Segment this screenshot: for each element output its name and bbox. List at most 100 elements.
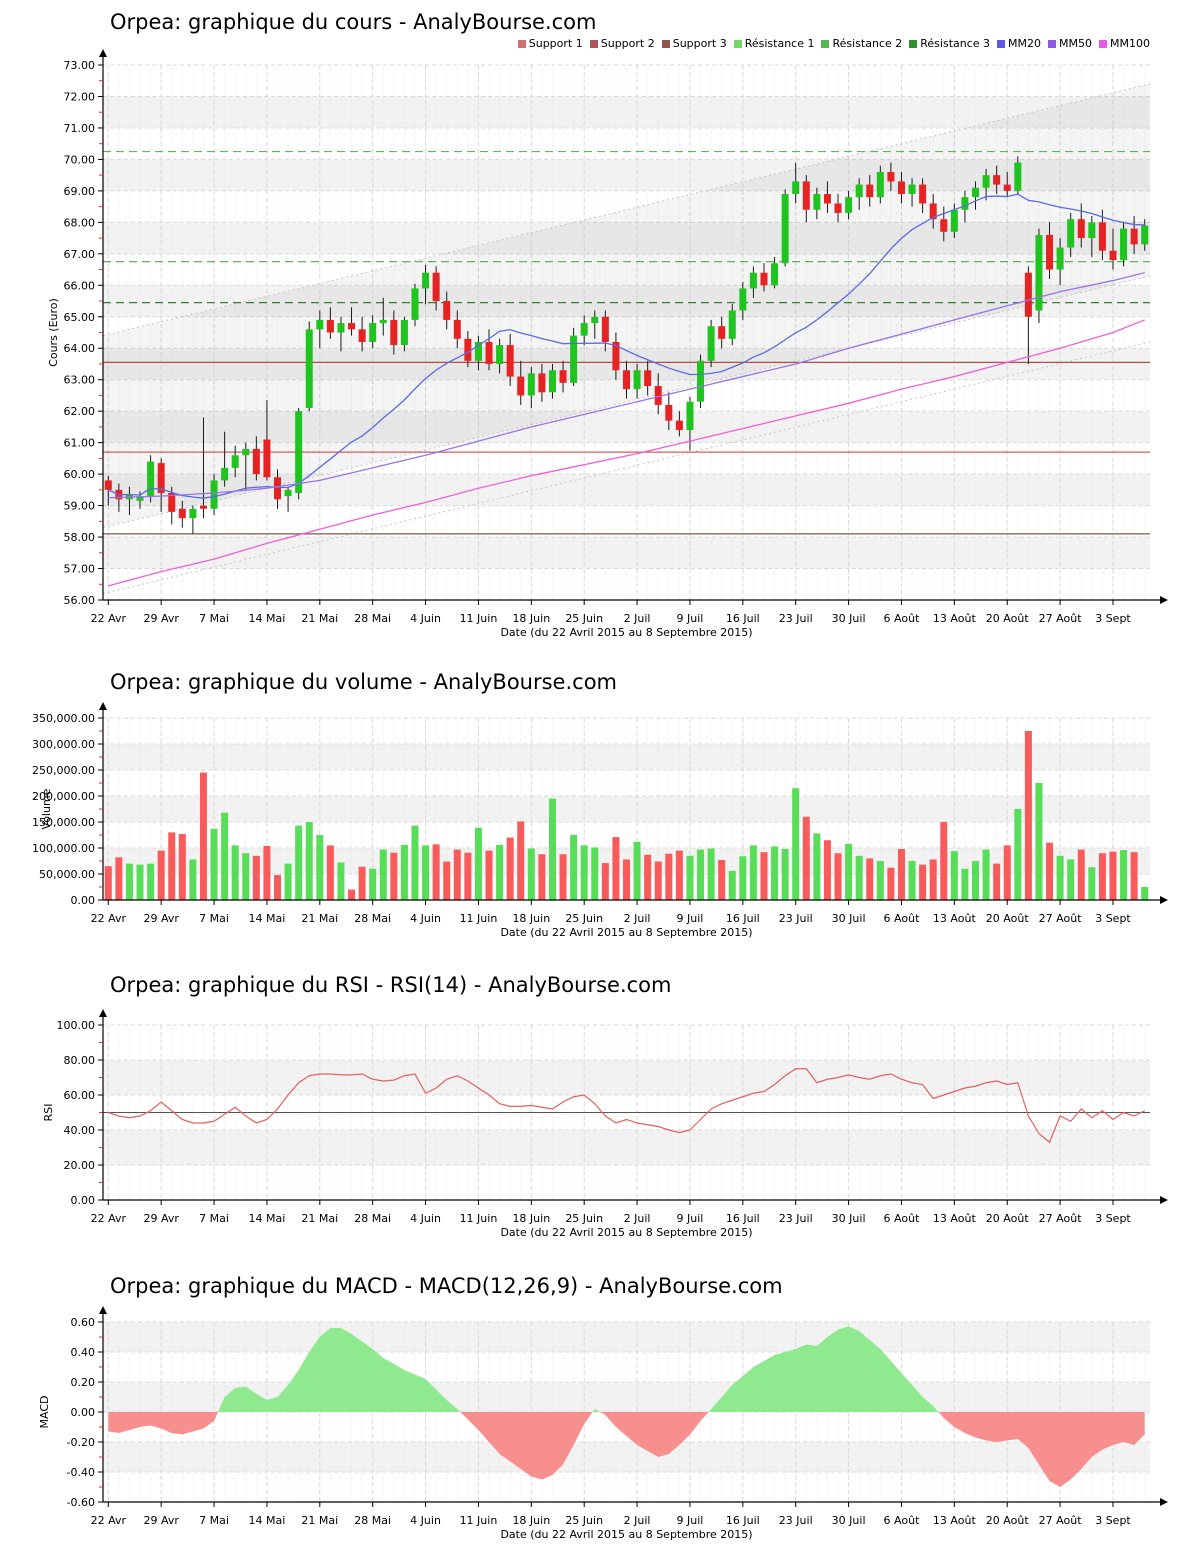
svg-text:13 Août: 13 Août [933,912,977,925]
svg-text:71.00: 71.00 [64,122,96,135]
svg-text:18 Juin: 18 Juin [512,1212,550,1225]
svg-text:25 Juin: 25 Juin [565,912,603,925]
legend-item: MM50 [1048,37,1092,50]
svg-text:14 Mai: 14 Mai [249,912,286,925]
svg-text:23 Juil: 23 Juil [779,1514,813,1527]
svg-text:29 Avr: 29 Avr [143,912,179,925]
legend-item: Résistance 1 [733,37,814,50]
svg-text:16 Juil: 16 Juil [726,912,760,925]
svg-text:50,000.00: 50,000.00 [39,868,95,881]
svg-text:3 Sept: 3 Sept [1095,1514,1131,1527]
svg-text:18 Juin: 18 Juin [512,1514,550,1527]
svg-text:69.00: 69.00 [64,185,96,198]
svg-text:11 Juin: 11 Juin [460,1514,498,1527]
svg-text:57.00: 57.00 [64,563,96,576]
svg-text:60.00: 60.00 [64,1089,96,1102]
legend-item: MM20 [997,37,1041,50]
svg-text:68.00: 68.00 [64,216,96,229]
legend-swatch-icon [821,39,830,48]
legend-swatch-icon [1048,39,1057,48]
svg-text:29 Avr: 29 Avr [143,612,179,625]
svg-text:72.00: 72.00 [64,90,96,103]
svg-text:2 Juil: 2 Juil [624,1212,651,1225]
svg-text:14 Mai: 14 Mai [249,1514,286,1527]
svg-text:7 Mai: 7 Mai [199,912,229,925]
svg-text:29 Avr: 29 Avr [143,1514,179,1527]
svg-text:Date (du 22 Avril 2015 au 8 Se: Date (du 22 Avril 2015 au 8 Septembre 20… [500,626,752,639]
svg-text:Date (du 22 Avril 2015 au 8 Se: Date (du 22 Avril 2015 au 8 Septembre 20… [500,1528,752,1541]
svg-text:0.00: 0.00 [71,894,96,907]
svg-text:58.00: 58.00 [64,531,96,544]
svg-text:18 Juin: 18 Juin [512,612,550,625]
svg-text:30 Juil: 30 Juil [832,1212,866,1225]
svg-text:23 Juil: 23 Juil [779,912,813,925]
svg-text:100,000.00: 100,000.00 [32,842,95,855]
svg-text:25 Juin: 25 Juin [565,612,603,625]
legend-item: MM100 [1099,37,1150,50]
svg-text:0.40: 0.40 [71,1346,96,1359]
svg-text:13 Août: 13 Août [933,1514,977,1527]
svg-text:7 Mai: 7 Mai [199,612,229,625]
legend-swatch-icon [733,39,742,48]
legend-item: Support 1 [517,37,583,50]
svg-text:30 Juil: 30 Juil [832,1514,866,1527]
legend-swatch-icon [661,39,670,48]
svg-text:6 Août: 6 Août [884,1212,921,1225]
svg-text:80.00: 80.00 [64,1054,96,1067]
svg-text:350,000.00: 350,000.00 [32,712,95,725]
svg-text:7 Mai: 7 Mai [199,1514,229,1527]
svg-text:63.00: 63.00 [64,374,96,387]
svg-text:30 Juil: 30 Juil [832,612,866,625]
svg-text:29 Avr: 29 Avr [143,1212,179,1225]
svg-text:21 Mai: 21 Mai [301,1514,338,1527]
svg-text:2 Juil: 2 Juil [624,1514,651,1527]
svg-text:70.00: 70.00 [64,153,96,166]
svg-text:4 Juin: 4 Juin [410,912,441,925]
svg-text:300,000.00: 300,000.00 [32,738,95,751]
svg-text:62.00: 62.00 [64,405,96,418]
svg-text:20 Août: 20 Août [986,1514,1030,1527]
svg-text:20 Août: 20 Août [986,1212,1030,1225]
svg-text:4 Juin: 4 Juin [410,1514,441,1527]
svg-text:6 Août: 6 Août [884,1514,921,1527]
svg-text:0.00: 0.00 [71,1194,96,1207]
svg-text:14 Mai: 14 Mai [249,612,286,625]
svg-text:21 Mai: 21 Mai [301,1212,338,1225]
svg-text:9 Juil: 9 Juil [677,612,704,625]
svg-text:21 Mai: 21 Mai [301,912,338,925]
svg-text:25 Juin: 25 Juin [565,1514,603,1527]
svg-text:13 Août: 13 Août [933,1212,977,1225]
svg-text:66.00: 66.00 [64,279,96,292]
svg-text:20 Août: 20 Août [986,612,1030,625]
svg-text:-0.40: -0.40 [67,1466,95,1479]
svg-text:59.00: 59.00 [64,500,96,513]
svg-text:28 Mai: 28 Mai [354,612,391,625]
svg-text:22 Avr: 22 Avr [91,1514,127,1527]
svg-text:13 Août: 13 Août [933,612,977,625]
svg-text:3 Sept: 3 Sept [1095,1212,1131,1225]
svg-text:27 Août: 27 Août [1039,612,1083,625]
svg-text:21 Mai: 21 Mai [301,612,338,625]
svg-text:28 Mai: 28 Mai [354,1212,391,1225]
svg-text:6 Août: 6 Août [884,912,921,925]
svg-text:18 Juin: 18 Juin [512,912,550,925]
svg-text:Date (du 22 Avril 2015 au 8 Se: Date (du 22 Avril 2015 au 8 Septembre 20… [500,926,752,939]
svg-text:27 Août: 27 Août [1039,912,1083,925]
legend-item: Support 2 [589,37,655,50]
svg-text:9 Juil: 9 Juil [677,1514,704,1527]
legend-item: Support 3 [661,37,727,50]
svg-text:22 Avr: 22 Avr [91,612,127,625]
svg-text:65.00: 65.00 [64,311,96,324]
svg-text:23 Juil: 23 Juil [779,1212,813,1225]
svg-text:30 Juil: 30 Juil [832,912,866,925]
legend-swatch-icon [1099,39,1108,48]
svg-text:100.00: 100.00 [57,1019,96,1032]
svg-text:0.00: 0.00 [71,1406,96,1419]
legend-item: Résistance 2 [821,37,902,50]
svg-text:9 Juil: 9 Juil [677,912,704,925]
macd-chart-title: Orpea: graphique du MACD - MACD(12,26,9)… [110,1274,783,1298]
svg-text:23 Juil: 23 Juil [779,612,813,625]
svg-text:25 Juin: 25 Juin [565,1212,603,1225]
